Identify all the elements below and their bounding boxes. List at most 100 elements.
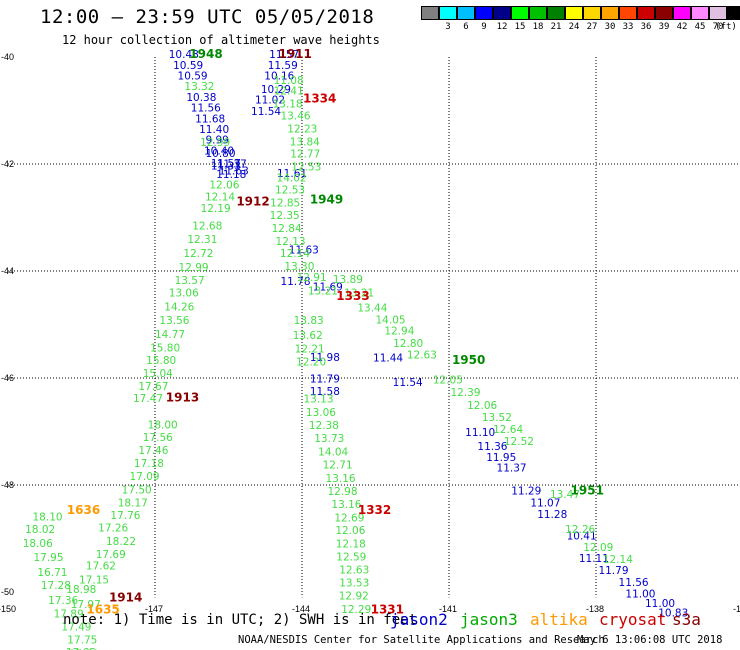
pass-number-label: 1950 <box>452 353 485 367</box>
credit-line: NOAA/NESDIS Center for Satellite Applica… <box>238 634 605 646</box>
pass-number-label: 1951 <box>571 484 604 498</box>
wave-height-value: 13.73 <box>314 433 344 445</box>
footnote: note: 1) Time is in UTC; 2) SWH is in fe… <box>63 612 418 628</box>
pass-number-label: 1913 <box>166 391 199 405</box>
wave-height-value: 17.15 <box>79 574 109 586</box>
colorbar-swatch <box>619 6 637 20</box>
wave-height-value: 13.06 <box>169 288 199 300</box>
wave-height-value: 11.29 <box>511 486 541 498</box>
wave-height-value: 17.49 <box>61 622 91 634</box>
wave-height-value: 10.80 <box>205 148 235 160</box>
wave-height-value: 18.00 <box>148 419 178 431</box>
wave-height-value: 11.57 <box>269 49 299 61</box>
pass-number-label: 1635 <box>86 602 119 616</box>
colorbar-swatch <box>709 6 727 20</box>
wave-height-value: 12.06 <box>467 400 497 412</box>
wave-height-value: 11.95 <box>486 452 516 464</box>
wave-height-value: 11.10 <box>465 427 495 439</box>
wave-height-value: 15.04 <box>143 368 173 380</box>
wave-height-value: 11.37 <box>217 159 247 171</box>
wave-height-value: 17.76 <box>110 510 140 522</box>
colorbar-label: 45 <box>694 22 706 32</box>
longitude-tick-label: -147 <box>145 604 163 614</box>
wave-height-value: 16.71 <box>37 567 67 579</box>
colorbar-label: 27 <box>586 22 598 32</box>
wave-height-value: 11.11 <box>579 553 609 565</box>
wave-height-value: 17.89 <box>54 609 84 621</box>
pass-number-label: 1333 <box>336 289 369 303</box>
wave-height-value: 10.40 <box>204 145 234 157</box>
colorbar-label: 36 <box>640 22 652 32</box>
timestamp: May 6 13:06:08 UTC 2018 <box>577 634 723 646</box>
wave-height-value: 10.59 <box>178 70 208 82</box>
wave-height-value: 12.14 <box>603 554 633 566</box>
wave-height-value: 13.06 <box>306 407 336 419</box>
wave-height-value: 12.92 <box>339 590 369 602</box>
wave-height-value: 17.28 <box>41 580 71 592</box>
wave-height-value: 13.47 <box>550 489 580 501</box>
wave-height-value: 12.59 <box>336 551 366 563</box>
wave-height-value: 14.26 <box>164 302 194 314</box>
colorbar-swatch <box>655 6 673 20</box>
wave-height-value: 11.36 <box>477 441 507 453</box>
pass-number-label: 1948 <box>189 47 222 61</box>
colorbar-swatch <box>691 6 709 20</box>
wave-height-value: 13.16 <box>331 499 361 511</box>
wave-height-value: 17.67 <box>138 381 168 393</box>
wave-height-value: 12.39 <box>450 387 480 399</box>
wave-height-value: 17.36 <box>48 595 78 607</box>
wave-height-value: 14.77 <box>155 329 185 341</box>
wave-height-value: 11.54 <box>251 106 281 118</box>
wave-height-value: 12.31 <box>187 234 217 246</box>
wave-height-value: 13.30 <box>284 261 314 273</box>
wave-height-value: 13.56 <box>159 315 189 327</box>
wave-height-value: 15.80 <box>146 355 176 367</box>
latitude-tick-label: -50 <box>1 587 14 597</box>
wave-height-value: 17.50 <box>122 485 152 497</box>
wave-height-value: 13.53 <box>339 578 369 590</box>
longitude-tick-label: -135 <box>733 604 740 614</box>
wave-height-value: 12.63 <box>339 564 369 576</box>
satellite-legend-item: altika <box>530 610 588 629</box>
wave-height-value: 11.37 <box>497 463 527 475</box>
wave-height-value: 10.41 <box>567 531 597 543</box>
wave-height-value: 13.83 <box>294 315 324 327</box>
colorbar-label: 18 <box>532 22 544 32</box>
wave-height-value: 11.58 <box>310 386 340 398</box>
colorbar-label: 6 <box>463 22 469 32</box>
satellite-legend-item: s3a <box>672 610 701 629</box>
wave-height-value: 17.56 <box>143 432 173 444</box>
colorbar-label: 9 <box>481 22 487 32</box>
longitude-tick-label: -144 <box>292 604 310 614</box>
wave-height-value: 12.71 <box>323 459 353 471</box>
colorbar-swatch <box>673 6 691 20</box>
wave-height-value: 12.99 <box>179 262 209 274</box>
latitude-tick-label: -48 <box>1 480 14 490</box>
wave-height-value: 17.62 <box>86 561 116 573</box>
wave-height-value: 12.35 <box>270 210 300 222</box>
wave-height-value: 11.63 <box>289 244 319 256</box>
wave-height-value: 18.02 <box>25 524 55 536</box>
colorbar-label: 42 <box>676 22 688 32</box>
wave-height-value: 11.07 <box>530 497 560 509</box>
wave-height-value: 12.20 <box>296 357 326 369</box>
wave-height-value: 11.68 <box>195 113 225 125</box>
wave-height-value: 13.46 <box>280 111 310 123</box>
wave-height-value: 17.18 <box>134 458 164 470</box>
wave-height-value: 11.54 <box>393 377 423 389</box>
colorbar-swatch <box>421 6 439 20</box>
wave-height-value: 10.38 <box>186 92 216 104</box>
wave-height-value: 13.16 <box>326 473 356 485</box>
wave-height-value: 12.14 <box>280 248 310 260</box>
wave-height-value: 13.44 <box>357 303 387 315</box>
colorbar-unit: (ft) <box>715 22 737 32</box>
wave-height-value: 14.05 <box>376 314 406 326</box>
wave-height-value: 12.19 <box>201 203 231 215</box>
wave-height-value: 11.08 <box>274 75 304 87</box>
pass-number-label: 1334 <box>303 91 336 105</box>
wave-height-value: 18.98 <box>66 584 96 596</box>
wave-height-value: 11.56 <box>619 577 649 589</box>
wave-height-value: 11.59 <box>268 60 298 72</box>
satellite-legend-item: jason2 <box>390 610 448 629</box>
wave-height-value: 13.84 <box>290 136 320 148</box>
